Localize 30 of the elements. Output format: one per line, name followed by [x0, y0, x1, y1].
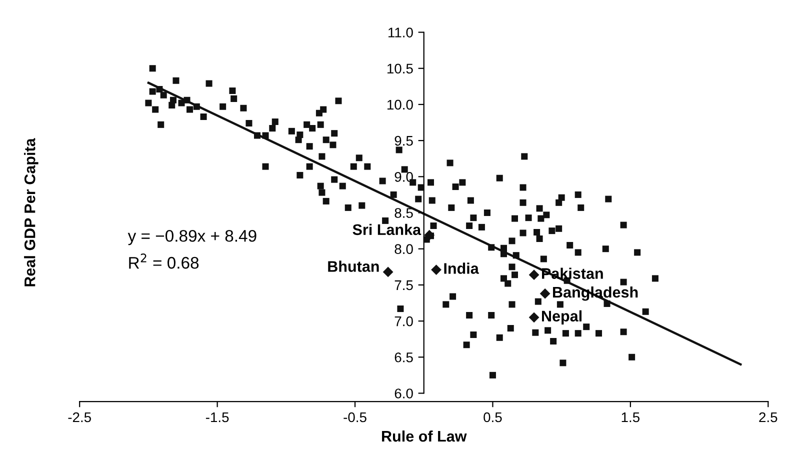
x-tick-label: -1.5 — [206, 412, 229, 422]
annotation: R$^{2}$ = 0.68 — [129, 254, 199, 269]
point — [431, 264, 442, 275]
y-tick-label: 9.5 — [394, 136, 413, 146]
annotation: India — [444, 262, 479, 274]
annotation: y = −0.89x + 8.49 — [128, 230, 256, 246]
y-tick-label: 6.5 — [394, 352, 413, 362]
annotation: Nepal — [542, 310, 582, 325]
y-tick-label: 6.0 — [394, 388, 413, 398]
y-axis-title: Real GDP Per Capita — [24, 138, 38, 286]
x-tick-label: -2.5 — [68, 412, 91, 422]
point — [540, 288, 550, 299]
point — [528, 312, 540, 323]
y-tick-label: 11.0 — [388, 28, 413, 38]
point — [382, 266, 394, 278]
x-tick-label: -0.5 — [344, 412, 366, 422]
y-tick-label: 7.0 — [394, 316, 413, 326]
point — [528, 270, 540, 280]
y-tick-label: 10.0 — [387, 100, 413, 110]
y-tick-label: 7.5 — [394, 280, 413, 290]
x-tick-label: 0.5 — [484, 412, 502, 422]
y-tick-label: 8.5 — [394, 208, 413, 218]
y-tick-label: 10.5 — [387, 64, 413, 74]
y-tick-label: 8.0 — [394, 244, 413, 254]
x-axis-title: Rule of Law — [382, 430, 467, 442]
annotation: Bhutan — [328, 260, 379, 272]
x-tick-label: 1.5 — [622, 412, 640, 422]
annotation: Sri Lanka — [352, 224, 422, 236]
x-tick-label: 2.5 — [759, 412, 778, 422]
point — [424, 230, 435, 240]
